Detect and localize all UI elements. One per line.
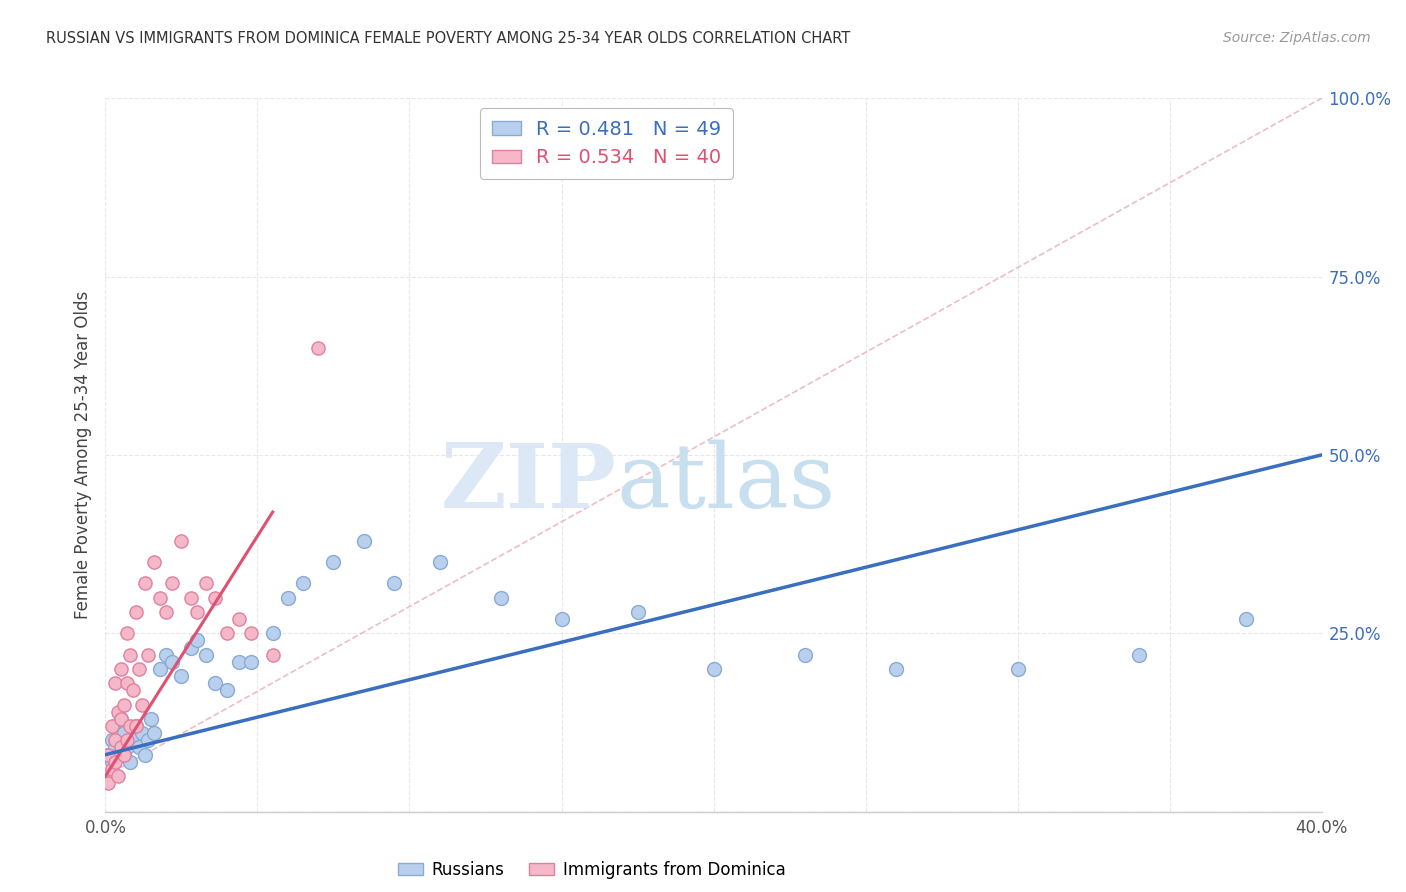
Point [277, 591, 299, 605]
Point [107, 769, 129, 783]
Point [149, 591, 172, 605]
Point [100, 762, 122, 776]
Point [382, 576, 405, 591]
Point [136, 648, 159, 662]
Point [143, 555, 166, 569]
Point [112, 747, 135, 762]
Point [115, 740, 138, 755]
Point [112, 726, 135, 740]
Point [110, 740, 132, 755]
Point [97, 747, 120, 762]
Point [112, 698, 135, 712]
Point [1128, 648, 1150, 662]
Point [194, 648, 217, 662]
Text: ZIP: ZIP [440, 440, 616, 527]
Point [204, 591, 226, 605]
Point [118, 648, 141, 662]
Point [100, 719, 122, 733]
Point [110, 712, 132, 726]
Point [162, 576, 184, 591]
Point [155, 648, 177, 662]
Point [1234, 612, 1257, 626]
Point [110, 733, 132, 747]
Point [550, 612, 572, 626]
Point [307, 341, 329, 355]
Point [107, 726, 129, 740]
Point [115, 676, 138, 690]
Point [217, 626, 239, 640]
Point [180, 640, 202, 655]
Point [100, 755, 122, 769]
Point [115, 626, 138, 640]
Point [107, 747, 129, 762]
Point [139, 712, 162, 726]
Point [626, 605, 648, 619]
Point [702, 662, 725, 676]
Point [103, 755, 125, 769]
Point [262, 626, 284, 640]
Point [240, 655, 263, 669]
Point [97, 769, 120, 783]
Point [134, 747, 156, 762]
Point [112, 747, 135, 762]
Point [103, 676, 125, 690]
Point [125, 605, 148, 619]
Point [170, 533, 193, 548]
Y-axis label: Female Poverty Among 25-34 Year Olds: Female Poverty Among 25-34 Year Olds [73, 291, 91, 619]
Point [204, 676, 226, 690]
Point [228, 612, 250, 626]
Point [110, 662, 132, 676]
Point [186, 605, 208, 619]
Point [97, 747, 120, 762]
Point [143, 726, 166, 740]
Text: RUSSIAN VS IMMIGRANTS FROM DOMINICA FEMALE POVERTY AMONG 25-34 YEAR OLDS CORRELA: RUSSIAN VS IMMIGRANTS FROM DOMINICA FEMA… [46, 31, 851, 46]
Point [429, 555, 451, 569]
Point [353, 533, 375, 548]
Point [228, 655, 250, 669]
Point [217, 683, 239, 698]
Point [884, 662, 907, 676]
Point [292, 576, 315, 591]
Point [118, 719, 141, 733]
Point [489, 591, 512, 605]
Point [125, 719, 148, 733]
Legend: Russians, Immigrants from Dominica: Russians, Immigrants from Dominica [392, 855, 792, 886]
Point [131, 726, 153, 740]
Point [194, 576, 217, 591]
Point [134, 576, 156, 591]
Point [262, 648, 284, 662]
Point [107, 705, 129, 719]
Point [170, 669, 193, 683]
Point [131, 698, 153, 712]
Point [103, 733, 125, 747]
Point [97, 776, 120, 790]
Point [155, 605, 177, 619]
Point [100, 733, 122, 747]
Point [121, 733, 143, 747]
Point [180, 591, 202, 605]
Text: Source: ZipAtlas.com: Source: ZipAtlas.com [1223, 31, 1371, 45]
Point [115, 733, 138, 747]
Point [136, 733, 159, 747]
Point [110, 712, 132, 726]
Text: atlas: atlas [616, 440, 835, 527]
Point [793, 648, 815, 662]
Point [103, 740, 125, 755]
Point [162, 655, 184, 669]
Point [128, 662, 150, 676]
Point [128, 740, 150, 755]
Point [103, 719, 125, 733]
Point [118, 755, 141, 769]
Point [1007, 662, 1029, 676]
Point [149, 662, 172, 676]
Point [322, 555, 344, 569]
Point [121, 683, 143, 698]
Point [240, 626, 263, 640]
Point [125, 719, 148, 733]
Point [186, 633, 208, 648]
